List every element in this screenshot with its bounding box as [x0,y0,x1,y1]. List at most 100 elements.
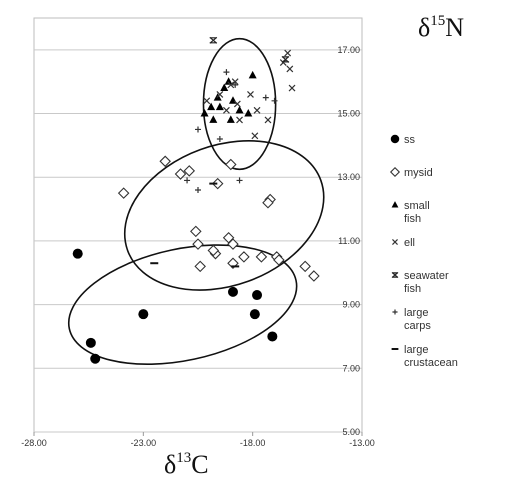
point-ell [247,91,254,98]
legend-label: ell [404,237,415,249]
point-ell [253,106,261,114]
y-tick-label: 11.00 [338,236,360,246]
point-small-fish [224,77,233,85]
point-mysid [273,254,285,266]
legend-marker-small-fish [391,201,399,208]
point-small-fish [220,83,229,92]
point-ell [231,78,239,86]
point-ell [236,116,243,124]
point-small-fish [215,102,224,111]
point-mysid [238,251,250,263]
point-ss [252,290,263,301]
series-seawater-fish [209,36,290,63]
legend-label: fish [404,213,421,225]
point-large-carps [271,97,278,104]
point-ell [284,49,292,57]
legend-label: large [404,307,428,319]
point-mysid [192,238,204,250]
series-ss [72,248,278,364]
x-tick-label: -28.00 [21,438,47,448]
point-large-carps [236,177,243,184]
point-small-fish [244,109,253,117]
x-tick-label: -18.00 [240,438,266,448]
group-ellipse-1 [202,37,277,171]
point-mysid [194,260,206,273]
point-ss [85,337,96,348]
point-large-carps [184,177,191,184]
point-mysid [211,177,224,190]
series-large-crustacean [150,182,240,268]
point-large-carps [262,94,269,101]
group-ellipse-2 [123,140,325,291]
point-ss [249,309,260,320]
legend-label: carps [404,320,431,332]
point-mysid [262,196,274,209]
point-ell [264,116,272,124]
point-ell [286,65,294,73]
legend-marker-ss [390,134,400,144]
legend-label: small [404,200,430,212]
point-mysid [299,260,311,273]
point-small-fish [209,115,218,123]
legend-label: fish [404,283,421,295]
point-ss [90,353,101,364]
point-ss [72,248,83,259]
y-tick-label: 7.00 [342,363,360,373]
point-large-carps [216,136,223,143]
point-large-carps [195,126,201,133]
y-tick-label: 17.00 [337,45,360,55]
y-axis-title: δ15N [418,13,464,42]
x-tick-label: -13.00 [349,438,375,448]
legend-item-ss: ss [390,134,416,146]
point-mysid [308,270,320,282]
legend-item-ell: ell [392,237,415,249]
legend-label: mysid [404,167,433,179]
y-tick-label: 15.00 [337,109,360,119]
legend-label: seawater [404,270,449,282]
point-mysid [207,244,220,257]
point-mysid [225,158,237,171]
point-seawater-fish [209,36,218,44]
point-ell [251,132,259,140]
x-axis-title: δ13C [164,450,209,479]
point-ss [267,331,278,342]
point-mysid [255,251,268,263]
point-small-fish [207,102,216,111]
point-ell [279,59,287,67]
legend-label: large [404,344,428,356]
point-layer [72,36,320,364]
point-mysid [227,238,239,250]
legend-marker-seawater-fish [391,271,399,279]
legend-marker-mysid [389,166,401,178]
point-mysid [183,165,196,177]
y-tick-label: 13.00 [337,172,360,182]
point-large-carps [232,81,239,88]
x-tick-label: -23.00 [131,438,157,448]
point-small-fish [226,115,235,123]
point-ell [223,106,230,114]
tick-layer: 5.00 7.00 9.00 11.00 13.00 15.00 17.00 -28.00 -2… [21,45,375,448]
point-ell [288,84,296,92]
y-tick-label: 9.00 [342,300,360,310]
legend-label: ss [404,134,416,146]
legend-marker-ell [392,239,398,245]
point-large-carps [195,186,201,193]
legend-label: crustacean [404,357,458,369]
group-ellipse-3 [67,244,298,366]
point-small-fish [248,70,257,79]
point-mysid [117,187,130,199]
series-ell [203,49,296,140]
legend-item-mysid: mysid [389,166,433,179]
point-mysid [174,168,187,180]
ellipse-layer [67,37,325,366]
legend-marker-large-carps [392,309,398,315]
grid-layer [33,17,363,433]
point-ss [227,286,238,297]
point-ell [216,91,224,98]
point-seawater-fish [281,55,290,63]
point-ell [203,97,211,105]
